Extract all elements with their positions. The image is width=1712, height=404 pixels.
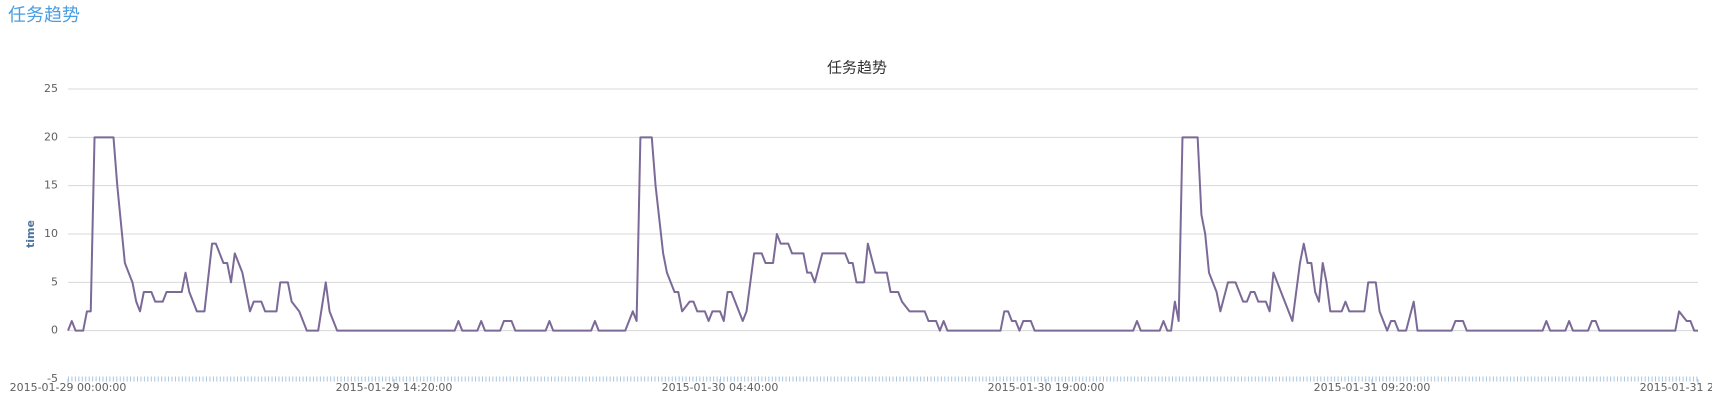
y-tick-label: 0 <box>51 324 58 337</box>
y-tick-label: 10 <box>44 227 58 240</box>
y-tick-label: -5 <box>47 372 58 385</box>
x-tick-label: 2015-01-30 04:40:00 <box>662 381 779 394</box>
x-tick-label: 2015-01-30 19:00:00 <box>988 381 1105 394</box>
y-tick-label: 5 <box>51 275 58 288</box>
page-title: 任务趋势 <box>8 5 80 26</box>
series-line <box>67 136 1698 332</box>
x-tick-label: 2015-01-31 09:20:00 <box>1314 381 1431 394</box>
x-tick-label: 2015-01-29 14:20:00 <box>336 381 453 394</box>
y-axis-label: time <box>24 220 37 248</box>
y-tick-label: 25 <box>44 82 58 95</box>
x-tick-label: 2015-01-31 23:40:00 <box>1640 381 1712 394</box>
chart-title: 任务趋势 <box>827 59 887 77</box>
y-tick-label: 15 <box>44 179 58 192</box>
y-tick-label: 20 <box>44 130 58 143</box>
x-tick-label: 2015-01-29 00:00:00 <box>10 381 127 394</box>
